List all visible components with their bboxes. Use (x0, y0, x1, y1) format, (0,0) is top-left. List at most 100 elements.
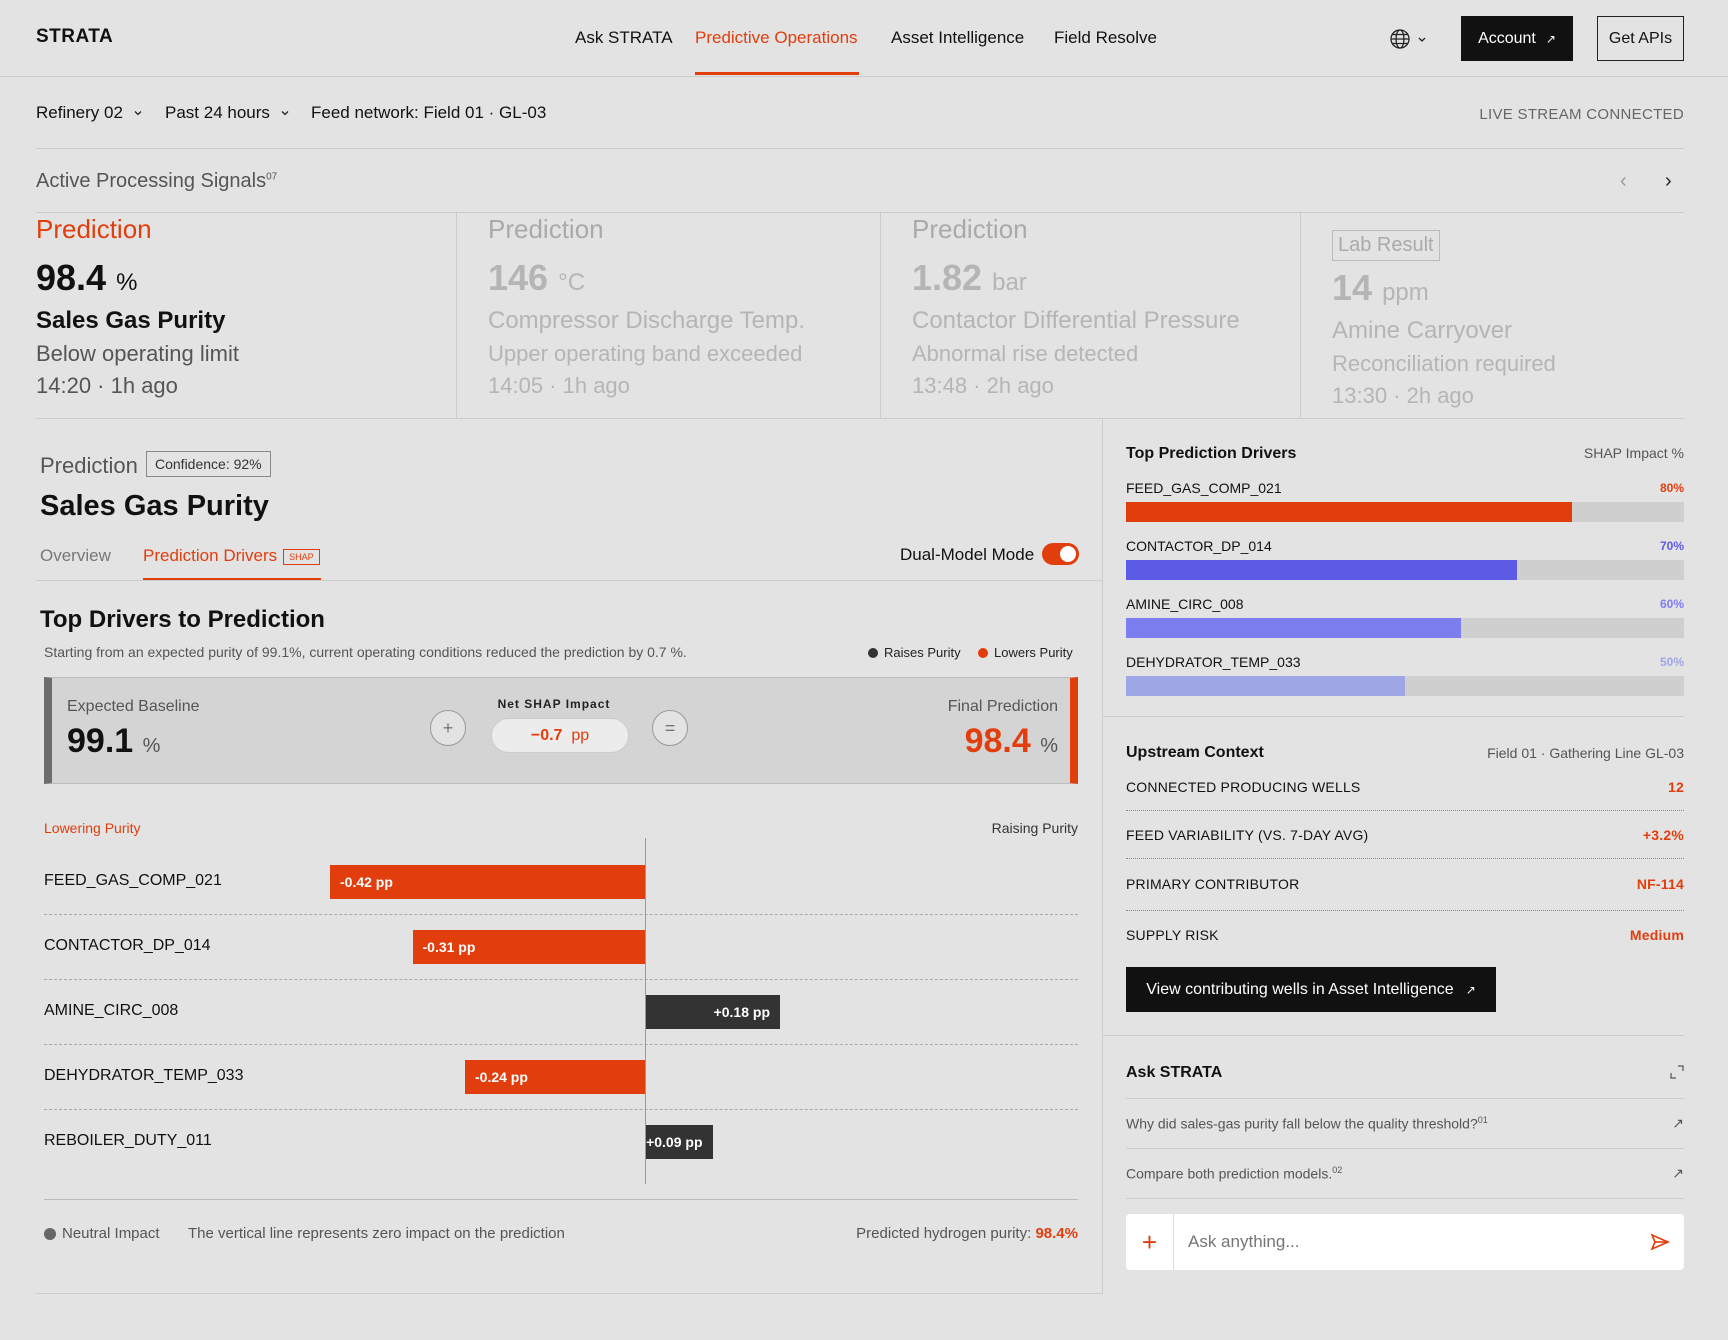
suggested-question[interactable]: Compare both prediction models.02 ↗ (1126, 1165, 1684, 1182)
card-name: Contactor Differential Pressure (912, 307, 1240, 334)
site-dropdown[interactable]: Refinery 02 (36, 103, 143, 123)
nav-predictive-operations[interactable]: Predictive Operations (695, 28, 858, 47)
shap-driver-pct: 60% (1659, 597, 1684, 611)
shap-bar-fill (1126, 618, 1461, 638)
driver-bar[interactable]: +0.09 pp (645, 1125, 713, 1159)
ask-title: Ask STRATA (1126, 1064, 1223, 1081)
shap-bar-track (1126, 676, 1684, 696)
view-wells-button[interactable]: View contributing wells in Asset Intelli… (1126, 967, 1496, 1012)
card-unit: °C (558, 269, 586, 296)
send-icon[interactable] (1636, 1233, 1684, 1251)
context-row: FEED VARIABILITY (VS. 7-DAY AVG) +3.2% (1126, 827, 1684, 843)
driver-bar[interactable]: -0.24 pp (465, 1060, 645, 1094)
legend-raises-label: Raises Purity (884, 645, 961, 660)
tab-prediction-drivers[interactable]: Prediction Drivers SHAP (143, 546, 320, 566)
card-label: Lab Result (1332, 230, 1440, 261)
upstream-source: Field 01 · Gathering Line GL-03 (1487, 745, 1684, 761)
card-time: 14:05 · 1h ago (488, 373, 630, 398)
card-value-number: 1.82 (912, 257, 983, 298)
row-divider (44, 979, 1078, 980)
signals-title: Active Processing Signals07 (36, 170, 277, 193)
context-value: NF-114 (1636, 876, 1684, 892)
context-key: FEED VARIABILITY (VS. 7-DAY AVG) (1126, 827, 1369, 843)
signal-card-compressor[interactable]: Prediction 146 °C Compressor Discharge T… (488, 214, 888, 418)
net-shap-value: −0.7 (530, 726, 563, 744)
card-divider (456, 212, 457, 419)
card-value: 146 °C (488, 257, 888, 299)
signal-card-purity[interactable]: Prediction 98.4 % Sales Gas Purity Below… (36, 214, 436, 418)
row-divider (1126, 810, 1684, 811)
context-row: SUPPLY RISK Medium (1126, 927, 1684, 943)
tab-overview[interactable]: Overview (40, 546, 111, 565)
signal-card-amine[interactable]: Lab Result 14 ppm Amine Carryover Reconc… (1332, 230, 1684, 434)
card-name: Compressor Discharge Temp. (488, 307, 806, 334)
neutral-legend: Neutral Impact (44, 1225, 160, 1242)
dual-mode-toggle[interactable] (1042, 543, 1079, 565)
baseline-label: Expected Baseline (67, 698, 200, 715)
question-number: 02 (1332, 1165, 1343, 1175)
driver-bar[interactable]: -0.42 pp (330, 865, 645, 899)
tab-prediction-drivers-label: Prediction Drivers (143, 546, 278, 565)
range-label: Past 24 hours (165, 103, 270, 122)
driver-bar[interactable]: +0.18 pp (645, 995, 780, 1029)
driver-bar[interactable]: -0.31 pp (412, 930, 645, 964)
legend-raises: Raises Purity (868, 645, 961, 660)
signal-card-contactor[interactable]: Prediction 1.82 bar Contactor Differenti… (912, 214, 1302, 418)
question-divider (1126, 1198, 1684, 1199)
card-name: Amine Carryover (1332, 317, 1513, 344)
account-button[interactable]: Account ↗ (1461, 16, 1573, 61)
question-text: Compare both prediction models.02 (1126, 1165, 1342, 1182)
shap-bar-track (1126, 560, 1684, 580)
lowering-label: Lowering Purity (44, 820, 141, 836)
nav-ask-strata[interactable]: Ask STRATA (575, 28, 673, 47)
ask-input[interactable] (1188, 1232, 1636, 1252)
add-icon[interactable]: + (1126, 1214, 1174, 1270)
time-range-dropdown[interactable]: Past 24 hours (165, 103, 290, 123)
feed-network-label: Feed network: Field 01 · GL-03 (311, 103, 547, 122)
shap-bar-track (1126, 502, 1684, 522)
detail-title: Sales Gas Purity (40, 490, 269, 522)
final-unit: % (1040, 735, 1058, 757)
card-value: 98.4 % (36, 257, 436, 299)
language-selector[interactable] (1389, 28, 1427, 50)
prev-arrow-icon[interactable]: ‹ (1620, 170, 1627, 192)
suggested-question[interactable]: Why did sales-gas purity fall below the … (1126, 1115, 1684, 1132)
card-value: 1.82 bar (912, 257, 1302, 299)
card-time: 13:48 · 2h ago (912, 373, 1054, 398)
shap-bar-fill (1126, 560, 1517, 580)
card-divider (880, 212, 881, 419)
question-divider (1126, 1148, 1684, 1149)
arrow-up-right-icon: ↗ (1672, 1165, 1684, 1181)
next-arrow-icon[interactable]: › (1665, 170, 1672, 192)
driver-label: FEED_GAS_COMP_021 (44, 872, 222, 889)
expand-icon[interactable] (1670, 1065, 1684, 1079)
context-key: CONNECTED PRODUCING WELLS (1126, 779, 1361, 795)
header-divider (0, 76, 1728, 77)
shap-divider (1102, 716, 1684, 717)
live-status: LIVE STREAM CONNECTED (1479, 106, 1684, 123)
nav-active-indicator (695, 72, 859, 75)
card-unit: % (116, 269, 138, 296)
nav-asset-intelligence[interactable]: Asset Intelligence (891, 28, 1025, 47)
get-apis-button[interactable]: Get APIs (1597, 16, 1684, 61)
toggle-knob (1060, 546, 1076, 562)
nav-field-resolve[interactable]: Field Resolve (1054, 28, 1157, 47)
net-shap-unit: pp (571, 726, 590, 744)
question-number: 01 (1477, 1115, 1488, 1125)
context-value: +3.2% (1642, 827, 1684, 843)
final-value: 98.4 % (965, 722, 1058, 761)
card-desc: Upper operating band exceeded (488, 341, 803, 366)
dual-mode-label: Dual-Model Mode (900, 545, 1035, 564)
account-label: Account (1478, 29, 1536, 47)
context-row: PRIMARY CONTRIBUTOR NF-114 (1126, 876, 1684, 892)
baseline-value: 99.1 % (67, 722, 160, 761)
chevron-down-icon (134, 111, 142, 116)
row-divider (1126, 858, 1684, 859)
card-label: Prediction (36, 214, 152, 244)
brand-logo[interactable]: STRATA (36, 26, 114, 47)
card-divider (1300, 212, 1301, 419)
arrow-up-right-icon: ↗ (1672, 1115, 1684, 1131)
cards-divider (36, 418, 1684, 419)
context-value: 12 (1668, 779, 1684, 795)
context-key: PRIMARY CONTRIBUTOR (1126, 876, 1300, 892)
